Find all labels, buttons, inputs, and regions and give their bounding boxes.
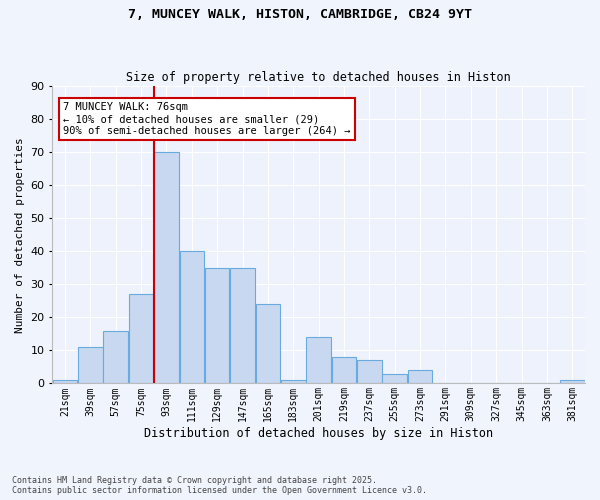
Bar (78, 347, 103, 384)
Bar (103, 330, 128, 384)
Bar (357, 360, 382, 384)
Bar (230, 268, 255, 384)
Bar (382, 374, 407, 384)
Bar (332, 357, 356, 384)
Bar (560, 380, 584, 384)
Text: Contains HM Land Registry data © Crown copyright and database right 2025.
Contai: Contains HM Land Registry data © Crown c… (12, 476, 427, 495)
Text: 7 MUNCEY WALK: 76sqm
← 10% of detached houses are smaller (29)
90% of semi-detac: 7 MUNCEY WALK: 76sqm ← 10% of detached h… (63, 102, 350, 136)
Title: Size of property relative to detached houses in Histon: Size of property relative to detached ho… (126, 70, 511, 84)
Bar (281, 380, 305, 384)
X-axis label: Distribution of detached houses by size in Histon: Distribution of detached houses by size … (144, 427, 493, 440)
Bar (408, 370, 433, 384)
Bar (53, 380, 77, 384)
Text: 7, MUNCEY WALK, HISTON, CAMBRIDGE, CB24 9YT: 7, MUNCEY WALK, HISTON, CAMBRIDGE, CB24 … (128, 8, 472, 20)
Bar (205, 268, 229, 384)
Bar (307, 337, 331, 384)
Bar (256, 304, 280, 384)
Bar (129, 294, 154, 384)
Bar (179, 252, 204, 384)
Y-axis label: Number of detached properties: Number of detached properties (15, 137, 25, 332)
Bar (154, 152, 179, 384)
